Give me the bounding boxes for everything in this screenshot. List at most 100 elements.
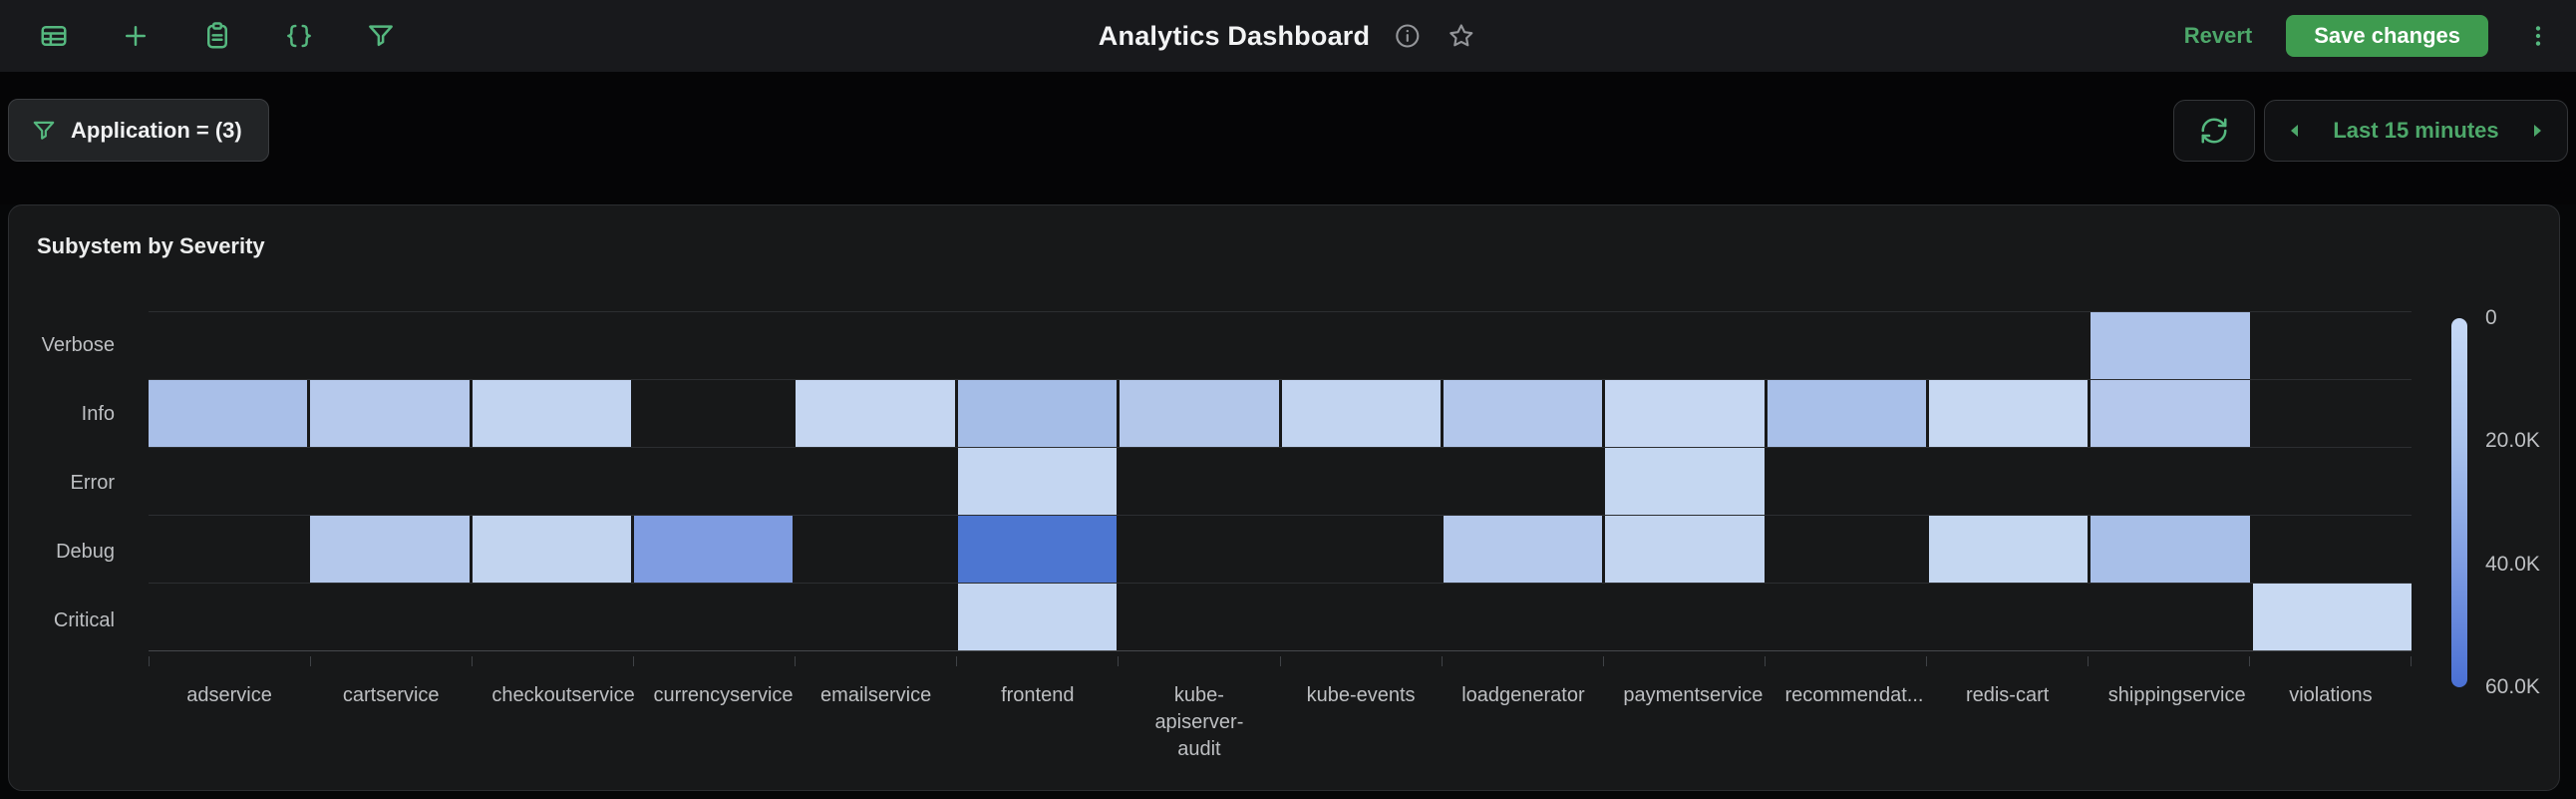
heatmap-cell-loadgenerator-error xyxy=(1444,448,1602,515)
heatmap-cell-cartservice-debug[interactable] xyxy=(310,516,470,583)
heatmap-cell-recommendat...-verbose xyxy=(1768,312,1926,379)
heatmap-cell-kube-apiserver-audit-info[interactable] xyxy=(1120,380,1279,447)
topbar-left-icons xyxy=(0,20,397,52)
heatmap-cell-loadgenerator-debug[interactable] xyxy=(1443,516,1603,583)
x-axis-tick xyxy=(1118,656,1279,666)
heatmap-cell-currencyservice-critical xyxy=(634,584,793,650)
heatmap-plot xyxy=(149,311,2412,651)
refresh-icon xyxy=(2199,116,2229,146)
time-range-picker[interactable]: Last 15 minutes xyxy=(2264,100,2568,162)
x-axis-label: cartservice xyxy=(342,684,440,706)
heatmap-cell-frontend-info[interactable] xyxy=(957,380,1118,447)
filter-bar: Application = (3) Last 15 minutes xyxy=(0,72,2576,204)
heatmap-cell-emailservice-info[interactable] xyxy=(796,380,955,447)
refresh-button[interactable] xyxy=(2173,100,2255,162)
save-changes-button[interactable]: Save changes xyxy=(2286,15,2488,57)
x-axis-tick xyxy=(1764,656,1926,666)
braces-icon[interactable] xyxy=(283,20,315,52)
time-range-label: Last 15 minutes xyxy=(2333,118,2499,143)
heatmap-cell-checkoutservice-info[interactable] xyxy=(472,380,632,447)
heatmap-cell-checkoutservice-critical xyxy=(473,584,631,650)
heatmap-cell-loadgenerator-critical xyxy=(1444,584,1602,650)
heatmap-cell-adservice-info[interactable] xyxy=(149,380,308,447)
heatmap-cell-frontend-debug[interactable] xyxy=(957,516,1118,583)
heatmap-cell-shippingservice-critical xyxy=(2091,584,2249,650)
heatmap-cell-recommendat...-debug xyxy=(1768,516,1926,583)
heatmap-cell-shippingservice-verbose[interactable] xyxy=(2091,312,2250,379)
x-axis-label: checkoutservice xyxy=(491,684,635,706)
heatmap-cell-adservice-error xyxy=(149,448,307,515)
topbar: Analytics Dashboard Revert Save changes xyxy=(0,0,2576,72)
heatmap-row xyxy=(149,448,2412,516)
heatmap-colorbar xyxy=(2451,318,2467,687)
heatmap-row xyxy=(149,516,2412,584)
previous-range-icon[interactable] xyxy=(2287,123,2303,139)
heatmap-cell-kube-apiserver-audit-critical xyxy=(1120,584,1278,650)
heatmap-cell-violations-info xyxy=(2253,380,2412,447)
heatmap-cell-adservice-debug xyxy=(149,516,307,583)
heatmap-cell-frontend-verbose xyxy=(958,312,1117,379)
heatmap-row xyxy=(149,584,2412,651)
heatmap-cell-shippingservice-debug[interactable] xyxy=(2091,516,2250,583)
revert-button[interactable]: Revert xyxy=(2183,23,2253,48)
heatmap-cell-redis-cart-info[interactable] xyxy=(1928,380,2089,447)
y-axis-label: Info xyxy=(81,403,115,425)
heatmap-cell-currencyservice-debug[interactable] xyxy=(634,516,794,583)
heatmap-cell-paymentservice-critical xyxy=(1605,584,1764,650)
info-icon[interactable] xyxy=(1392,20,1424,52)
heatmap-cell-checkoutservice-debug[interactable] xyxy=(472,516,632,583)
star-icon[interactable] xyxy=(1446,20,1477,52)
heatmap-cell-emailservice-debug xyxy=(796,516,954,583)
y-axis-label: Critical xyxy=(53,609,115,631)
topbar-center: Analytics Dashboard xyxy=(1099,0,1477,72)
heatmap-row xyxy=(149,312,2412,380)
table-icon[interactable] xyxy=(38,20,70,52)
plus-icon[interactable] xyxy=(120,20,152,52)
page-title: Analytics Dashboard xyxy=(1098,20,1371,51)
heatmap-cell-cartservice-info[interactable] xyxy=(310,380,470,447)
application-filter-chip[interactable]: Application = (3) xyxy=(8,99,269,162)
heatmap-cell-recommendat...-info[interactable] xyxy=(1767,380,1926,447)
x-axis-tick xyxy=(633,656,795,666)
kebab-menu-icon[interactable] xyxy=(2522,20,2554,52)
x-axis-tick xyxy=(1925,656,2088,666)
heatmap-row xyxy=(149,380,2412,448)
colorbar-tick-label: 0 xyxy=(2485,306,2497,329)
heatmap-cell-shippingservice-error xyxy=(2091,448,2249,515)
heatmap-cell-paymentservice-verbose xyxy=(1605,312,1764,379)
heatmap-cell-frontend-critical[interactable] xyxy=(957,584,1118,650)
x-axis-tick xyxy=(795,656,956,666)
heatmap-cell-violations-critical[interactable] xyxy=(2252,584,2412,650)
funnel-icon[interactable] xyxy=(365,20,397,52)
heatmap-cell-kube-events-error xyxy=(1282,448,1441,515)
x-axis-label: currencyservice xyxy=(653,684,794,706)
heatmap-cell-checkoutservice-verbose xyxy=(473,312,631,379)
heatmap-cell-paymentservice-error[interactable] xyxy=(1605,448,1765,515)
heatmap-cell-emailservice-verbose xyxy=(796,312,954,379)
heatmap-cell-checkoutservice-error xyxy=(473,448,631,515)
heatmap-cell-loadgenerator-info[interactable] xyxy=(1443,380,1603,447)
next-range-icon[interactable] xyxy=(2529,123,2545,139)
heatmap-cell-paymentservice-info[interactable] xyxy=(1605,380,1765,447)
heatmap-cell-redis-cart-debug[interactable] xyxy=(1928,516,2089,583)
y-axis-label: Verbose xyxy=(41,334,115,356)
colorbar-tick-label: 60.0K xyxy=(2485,675,2540,698)
heatmap-cell-kube-events-info[interactable] xyxy=(1281,380,1441,447)
heatmap-cell-violations-verbose xyxy=(2253,312,2412,379)
heatmap-cell-violations-error xyxy=(2253,448,2412,515)
heatmap-cell-paymentservice-debug[interactable] xyxy=(1605,516,1765,583)
heatmap-cell-kube-apiserver-audit-verbose xyxy=(1120,312,1278,379)
heatmap-x-ticks xyxy=(149,656,2412,666)
x-axis-tick xyxy=(149,656,310,666)
funnel-icon xyxy=(31,118,57,144)
x-axis-tick xyxy=(2249,656,2411,666)
heatmap-cell-recommendat...-critical xyxy=(1768,584,1926,650)
clipboard-icon[interactable] xyxy=(201,20,233,52)
x-axis-tick xyxy=(956,656,1118,666)
heatmap-cell-currencyservice-info xyxy=(634,380,793,447)
x-axis-label: violations xyxy=(2289,684,2373,706)
heatmap-cell-kube-events-debug xyxy=(1282,516,1441,583)
x-axis-label: redis-cart xyxy=(1965,684,2050,706)
heatmap-cell-shippingservice-info[interactable] xyxy=(2091,380,2250,447)
heatmap-cell-frontend-error[interactable] xyxy=(957,448,1118,515)
